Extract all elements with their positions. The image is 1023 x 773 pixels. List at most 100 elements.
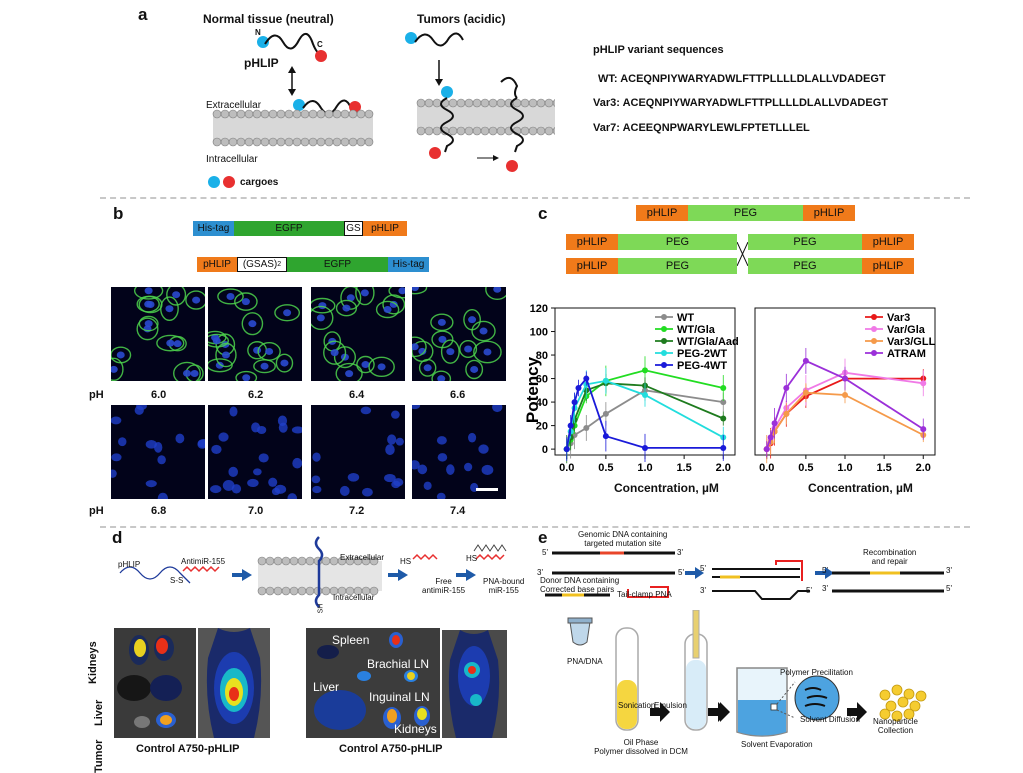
legend-marker <box>871 350 877 356</box>
label-liver-2: Liver <box>313 680 340 694</box>
data-point <box>583 375 590 382</box>
extracellular-label-d: Extracellular <box>340 553 385 562</box>
data-point <box>802 389 809 396</box>
y-tick-label: 40 <box>536 397 548 409</box>
intracellular-label-d: Intracellular <box>333 593 375 602</box>
oil-phase-label: Oil Phase Polymer dissolved in DCM <box>594 738 688 756</box>
micrograph-ph-7-2 <box>311 405 405 499</box>
divider-1 <box>100 197 970 199</box>
pna-bound-label: PNA-bound miR-155 <box>483 577 525 595</box>
cargoes-label: cargoes <box>240 177 279 188</box>
peg-box: PEG <box>748 258 862 274</box>
label-kidneys-2: Kidneys <box>394 722 437 736</box>
legend-label: ATRAM <box>887 348 926 360</box>
organ-image <box>114 628 196 738</box>
solvent-evaporation-label: Solvent Evaporation <box>741 740 813 749</box>
data-point <box>563 446 570 453</box>
x-tick-label: 2.0 <box>916 462 931 474</box>
data-point <box>920 426 927 433</box>
legend-marker <box>661 350 667 356</box>
organ-label-tumor: Tumor <box>93 739 105 773</box>
ph-value: 7.2 <box>349 505 365 517</box>
mid-5-prime: 5' <box>700 564 706 573</box>
data-point <box>720 444 727 451</box>
recomb-3-prime: 3' <box>822 584 828 593</box>
normal-tissue-title: Normal tissue (neutral) <box>203 12 334 26</box>
mouse-image-left <box>198 628 270 738</box>
ph-value: 7.0 <box>248 505 264 517</box>
chart-left-xlabel: Concentration, µM <box>614 481 719 495</box>
data-point <box>783 410 790 417</box>
donor-dna-label: Donor DNA containing Corrected base pairs <box>540 576 620 594</box>
tumor-title: Tumors (acidic) <box>417 12 506 26</box>
x-tick-label: 0.5 <box>598 462 613 474</box>
y-tick-label: 0 <box>542 444 548 456</box>
peg-box: PEG <box>748 234 862 250</box>
legend-marker <box>661 338 667 344</box>
caption-right: Control A750-pHLIP <box>339 743 443 755</box>
data-point <box>842 392 848 399</box>
label-inguinal-ln: Inguinal LN <box>369 690 430 704</box>
data-point <box>602 433 609 440</box>
data-point <box>767 434 774 441</box>
x-tick-label: 0.0 <box>759 462 774 474</box>
x-tick-label: 0.5 <box>798 462 813 474</box>
data-point <box>771 420 778 427</box>
gs-linker-box: GS <box>344 221 363 236</box>
phlip-box: pHLIP <box>862 234 914 250</box>
peg-box: PEG <box>688 205 803 221</box>
legend-marker <box>661 314 667 320</box>
legend-label: PEG-4WT <box>677 360 727 372</box>
his-tag-box: His-tag <box>388 257 429 272</box>
tail-clamp-label: Tail-clamp PNA <box>617 590 672 599</box>
phlip-box: pHLIP <box>566 258 618 274</box>
antimir-delivery-diagram <box>119 536 507 608</box>
panel-label-d: d <box>112 528 123 547</box>
micrograph-ph-6-4 <box>311 287 405 381</box>
ph-value: 6.6 <box>450 389 466 401</box>
y-tick-label: 80 <box>536 350 548 362</box>
data-point <box>720 384 727 391</box>
panel-label-a: a <box>138 5 148 24</box>
chart-right-xlabel: Concentration, µM <box>808 481 913 495</box>
mid-5-prime-end: 5' <box>806 586 812 595</box>
emulsion-label: Emulsion <box>654 701 687 710</box>
sonication-label: Sonication <box>618 701 656 710</box>
his-tag-box: His-tag <box>193 221 234 236</box>
organ-label-kidneys: Kidneys <box>87 641 99 684</box>
nanoparticle-process-diagram <box>567 610 927 737</box>
data-point <box>583 424 590 431</box>
micrograph-ph-6-2 <box>208 287 302 381</box>
panel-label-e: e <box>538 528 548 547</box>
legend-marker <box>661 362 667 368</box>
data-point <box>763 446 770 453</box>
phlip-box: pHLIP <box>636 205 688 221</box>
legend-marker <box>661 326 667 332</box>
sequence-var7: Var7: ACEEQNPWARYLEWLFPTETLLLEL <box>593 122 810 134</box>
phlip-box: pHLIP <box>363 221 407 236</box>
legend-label: WT/Gla/Aad <box>677 336 739 348</box>
ph-value: 6.8 <box>151 505 167 517</box>
n-terminus-label: N <box>255 28 261 37</box>
strand-3-prime: 3' <box>537 568 543 577</box>
organ-label-liver: Liver <box>93 699 105 726</box>
egfp-box: EGFP <box>287 257 388 272</box>
x-tick-label: 1.5 <box>876 462 891 474</box>
legend-marker <box>871 338 877 344</box>
c-terminus-label: C <box>317 40 323 49</box>
sequence-var3: Var3: ACEQNPIYWARYADWLFTTPLLLLDLALLVDADE… <box>593 97 888 109</box>
micrograph-ph-7-4 <box>412 405 506 499</box>
data-point <box>783 384 790 391</box>
phlip-box: pHLIP <box>566 234 618 250</box>
phlip-box: pHLIP <box>862 258 914 274</box>
y-tick-label: 20 <box>536 421 548 433</box>
legend-label: PEG-2WT <box>677 348 727 360</box>
micrograph-ph-7-0 <box>208 405 302 499</box>
phlip-box: pHLIP <box>197 257 237 272</box>
phlip-membrane-diagram <box>208 32 555 188</box>
micrograph-ph-6-8 <box>111 405 205 499</box>
tail-clamp-pna-diagram <box>545 551 944 600</box>
ph-label-row2: pH <box>89 505 104 517</box>
x-tick-label: 1.5 <box>676 462 691 474</box>
